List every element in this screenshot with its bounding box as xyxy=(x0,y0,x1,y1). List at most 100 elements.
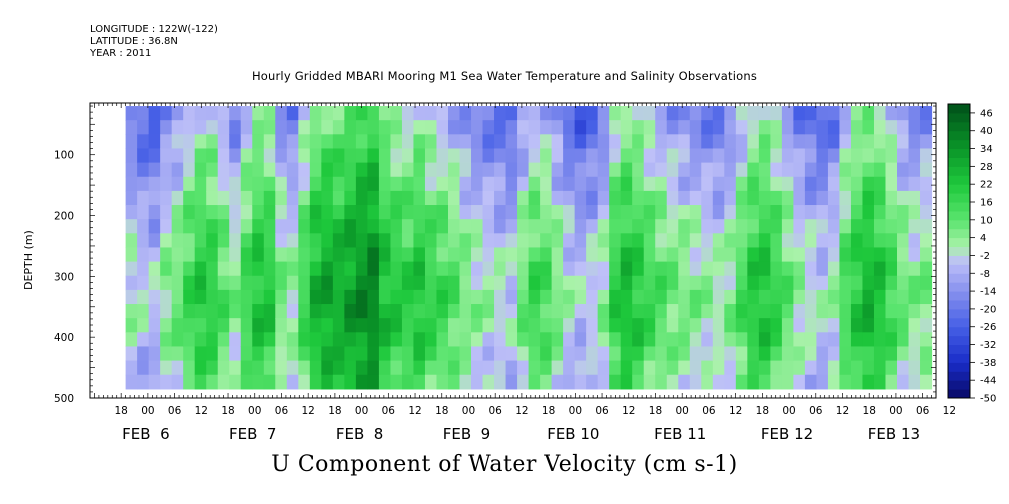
heatmap-cell xyxy=(505,233,518,249)
heatmap-cell xyxy=(321,162,334,178)
heatmap-cell xyxy=(908,247,921,263)
heatmap-cell xyxy=(620,289,633,305)
heatmap-cell xyxy=(563,346,576,362)
heatmap-cell xyxy=(494,106,507,121)
heatmap-cell xyxy=(217,275,230,291)
heatmap-cell xyxy=(378,332,392,348)
heatmap-cell xyxy=(517,332,530,348)
heatmap-cell xyxy=(367,261,380,277)
heatmap-cell xyxy=(148,134,161,150)
colorbar-label: -26 xyxy=(980,322,996,333)
heatmap-cell xyxy=(355,162,368,178)
heatmap-cell xyxy=(655,134,668,150)
heatmap-cell xyxy=(563,233,576,249)
heatmap-cell xyxy=(781,318,794,333)
heatmap-cell xyxy=(701,275,714,291)
heatmap-cell xyxy=(378,360,392,376)
heatmap-cell xyxy=(263,304,276,319)
heatmap-cell xyxy=(413,332,426,348)
heatmap-cell xyxy=(494,247,507,263)
heatmap-cell xyxy=(758,176,771,192)
heatmap-cell xyxy=(252,134,265,150)
heatmap-cell xyxy=(436,275,449,291)
heatmap-cell xyxy=(240,162,253,178)
heatmap-cell xyxy=(494,190,507,206)
heatmap-cell xyxy=(735,176,748,192)
heatmap-cell xyxy=(804,275,818,291)
heatmap-cell xyxy=(816,275,829,291)
heatmap-cell xyxy=(827,205,841,220)
heatmap-cell xyxy=(125,176,138,192)
heatmap-cell xyxy=(171,332,184,348)
heatmap-cell xyxy=(494,261,507,277)
heatmap-cell xyxy=(436,374,449,390)
heatmap-cell xyxy=(125,233,138,249)
heatmap-cell xyxy=(148,176,161,192)
heatmap-cell xyxy=(839,346,852,362)
heatmap-cell xyxy=(620,374,633,390)
heatmap-cell xyxy=(620,304,633,319)
heatmap-cell xyxy=(217,134,230,150)
heatmap-cell xyxy=(862,261,875,277)
heatmap-cell xyxy=(643,219,656,234)
heatmap-cell xyxy=(378,148,392,164)
heatmap-cell xyxy=(724,374,737,390)
heatmap-cell xyxy=(540,120,553,135)
heatmap-cell xyxy=(505,205,518,220)
heatmap-cell xyxy=(689,148,702,164)
heatmap-cell xyxy=(666,360,679,376)
heatmap-cell xyxy=(413,346,426,362)
heatmap-cell xyxy=(275,374,288,390)
heatmap-cell xyxy=(229,120,242,135)
heatmap-cell xyxy=(632,261,645,277)
heatmap-cell xyxy=(194,106,207,121)
heatmap-cell xyxy=(540,106,553,121)
heatmap-cell xyxy=(862,304,875,319)
heatmap-cell xyxy=(781,360,794,376)
heatmap-cell xyxy=(586,346,599,362)
heatmap-cell xyxy=(390,247,403,263)
heatmap-cell xyxy=(724,219,737,234)
heatmap-cell xyxy=(183,233,196,249)
heatmap-cell xyxy=(897,134,910,150)
heatmap-cell xyxy=(229,176,242,192)
heatmap-cell xyxy=(793,332,806,348)
heatmap-cell xyxy=(816,120,829,135)
heatmap-cell xyxy=(827,134,841,150)
colorbar-label: 4 xyxy=(980,233,986,244)
heatmap-cell xyxy=(229,190,242,206)
heatmap-cell xyxy=(920,247,933,263)
heatmap-cell xyxy=(793,261,806,277)
heatmap-cell xyxy=(827,261,841,277)
heatmap-cell xyxy=(355,247,368,263)
heatmap-cell xyxy=(447,261,461,277)
heatmap-cell xyxy=(804,289,818,305)
heatmap-cell xyxy=(160,190,173,206)
heatmap-cell xyxy=(321,360,334,376)
heatmap-cell xyxy=(920,205,933,220)
heatmap-cell xyxy=(770,233,783,249)
heatmap-cell xyxy=(309,134,322,150)
heatmap-cell xyxy=(160,162,173,178)
heatmap-cell xyxy=(390,374,403,390)
heatmap-cell xyxy=(712,374,725,390)
colorbar-segment xyxy=(948,326,970,337)
heatmap-cell xyxy=(263,360,276,376)
heatmap-cell xyxy=(125,261,138,277)
heatmap-cell xyxy=(125,205,138,220)
heatmap-cell xyxy=(321,134,334,150)
heatmap-cell xyxy=(643,289,656,305)
heatmap-cell xyxy=(574,346,587,362)
heatmap-cell xyxy=(712,106,725,121)
heatmap-cell xyxy=(920,106,933,121)
heatmap-cell xyxy=(586,275,599,291)
heatmap-cell xyxy=(332,374,345,390)
heatmap-cell xyxy=(459,205,472,220)
heatmap-cell xyxy=(781,261,794,277)
heatmap-cell xyxy=(712,233,725,249)
heatmap-cell xyxy=(275,205,288,220)
heatmap-cell xyxy=(148,106,161,121)
heatmap-cell xyxy=(367,162,380,178)
heatmap-cell xyxy=(217,346,230,362)
heatmap-cell xyxy=(137,148,150,164)
